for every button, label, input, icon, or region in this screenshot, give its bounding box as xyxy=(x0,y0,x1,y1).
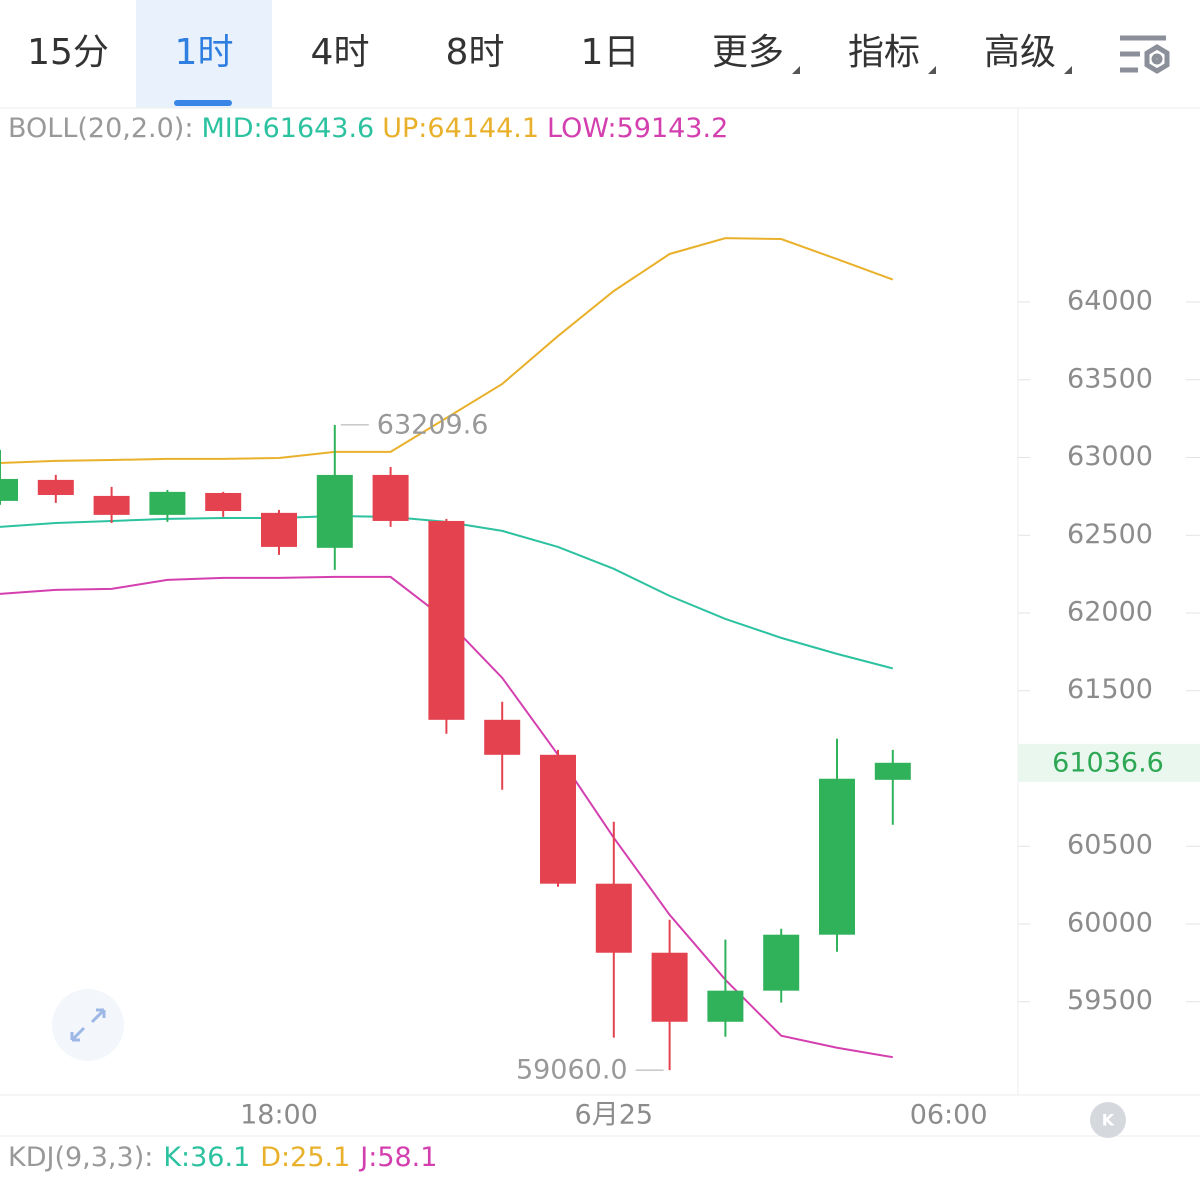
band-line xyxy=(0,237,894,464)
candle-body xyxy=(874,762,911,780)
dropdown-marker xyxy=(792,66,800,74)
y-tick-label: 62500 xyxy=(1067,519,1153,550)
legend-entry: J:58.1 xyxy=(358,1142,437,1173)
candle-body xyxy=(316,474,353,548)
y-tick-label: 63500 xyxy=(1067,363,1153,394)
legend-entry: UP:64144.1 xyxy=(382,113,539,144)
candle-body xyxy=(595,883,632,953)
y-tick-label: 60000 xyxy=(1067,907,1153,938)
svg-text:K: K xyxy=(1102,1111,1115,1130)
candle-body xyxy=(93,495,130,515)
annotation: 59060.0 xyxy=(516,1055,628,1086)
candle-body xyxy=(707,990,744,1022)
x-tick-label: 6月25 xyxy=(575,1100,654,1131)
indicator-name: KDJ(9,3,3): xyxy=(8,1142,153,1173)
active-tab-bg xyxy=(136,0,272,108)
plot-area xyxy=(0,237,911,1071)
legend-entry: D:25.1 xyxy=(260,1142,350,1173)
candle-body xyxy=(205,492,242,511)
tab[interactable]: 8时 xyxy=(446,32,505,73)
candle-body xyxy=(149,491,186,515)
tab[interactable]: 1时 xyxy=(175,32,234,73)
indicator-name: BOLL(20,2.0): xyxy=(8,113,193,144)
tab[interactable]: 指标 xyxy=(848,32,920,73)
candle-body xyxy=(0,478,18,501)
candle-body xyxy=(819,778,855,935)
active-tab-indicator xyxy=(174,100,232,106)
x-tick-label: 06:00 xyxy=(910,1100,988,1131)
y-tick-label: 64000 xyxy=(1067,286,1153,317)
y-tick-label: 59500 xyxy=(1067,985,1153,1016)
tab[interactable]: 15分 xyxy=(27,32,109,73)
y-tick-label: 63000 xyxy=(1067,441,1153,472)
expand-button[interactable] xyxy=(52,989,124,1061)
settings-icon[interactable] xyxy=(1120,35,1170,74)
last-price: 61036.6 xyxy=(1052,747,1164,778)
candle-body xyxy=(37,479,74,495)
tab[interactable]: 更多 xyxy=(712,32,784,73)
sub-indicator-legend: KDJ(9,3,3): K:36.1 D:25.1 J:58.1 xyxy=(8,1142,437,1173)
legend-entry: MID:61643.6 xyxy=(201,113,374,144)
legend-entry: K:36.1 xyxy=(163,1142,250,1173)
y-tick-label: 61500 xyxy=(1067,674,1153,705)
dropdown-marker xyxy=(928,66,936,74)
tab[interactable]: 高级 xyxy=(984,32,1056,73)
candle-body xyxy=(261,512,297,547)
y-tick-label: 60500 xyxy=(1067,830,1153,861)
tab[interactable]: 1日 xyxy=(581,32,640,73)
candle-body xyxy=(763,934,800,991)
candle-body xyxy=(372,474,409,521)
tab[interactable]: 4时 xyxy=(311,32,370,73)
candle-body xyxy=(484,719,521,755)
candle-body xyxy=(540,754,576,884)
legend-entry: LOW:59143.2 xyxy=(547,113,728,144)
y-tick-label: 62000 xyxy=(1067,596,1153,627)
candle-body xyxy=(651,952,688,1022)
x-tick-label: 18:00 xyxy=(240,1100,318,1131)
annotation: 63209.6 xyxy=(377,409,489,440)
last-price-bg xyxy=(1018,743,1200,782)
candle-body xyxy=(428,520,465,720)
reset-button[interactable]: K xyxy=(1090,1102,1126,1138)
dropdown-marker xyxy=(1064,66,1072,74)
indicator-legend: BOLL(20,2.0): MID:61643.6 UP:64144.1 LOW:59… xyxy=(8,113,728,144)
